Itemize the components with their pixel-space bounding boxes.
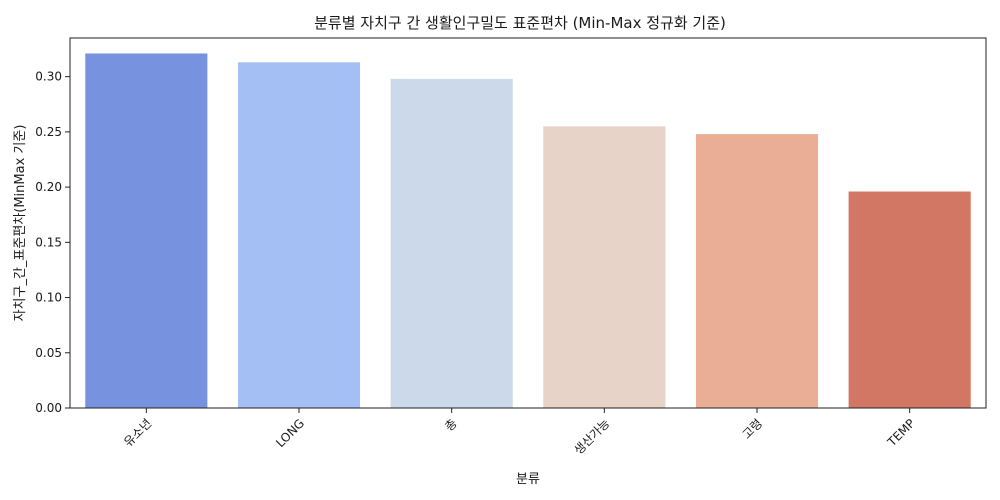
x-axis-ticks: 유소년 LONG 총 생산가능 고령 TEMP: [121, 408, 918, 457]
x-tick-label-3: 생산가능: [571, 416, 612, 457]
y-tick-label-1: 0.05: [35, 346, 62, 360]
bar-5: [848, 191, 971, 408]
bar-2: [390, 78, 513, 409]
x-tick-label-4: 고령: [740, 416, 766, 442]
y-tick-label-4: 0.20: [35, 180, 62, 194]
x-tick-label-2: 총: [442, 416, 460, 434]
bar-3: [543, 126, 666, 408]
chart-title: 분류별 자치구 간 생활인구밀도 표준편차 (Min-Max 정규화 기준): [314, 14, 726, 32]
y-tick-label-2: 0.10: [35, 291, 62, 305]
y-axis-ticks: 0.00 0.05 0.10 0.15 0.20 0.25 0.30: [35, 70, 70, 415]
y-tick-label-6: 0.30: [35, 70, 62, 84]
y-tick-label-3: 0.15: [35, 235, 62, 249]
bar-0: [85, 53, 208, 409]
bar-4: [695, 134, 819, 409]
plot-frame: [69, 37, 987, 409]
x-tick-label-0: 유소년: [121, 416, 154, 449]
x-tick-label-5: TEMP: [884, 416, 918, 450]
y-tick-label-0: 0.00: [35, 401, 62, 415]
bar-1: [237, 62, 361, 408]
x-axis-label: 분류: [516, 472, 540, 487]
x-tick-label-1: LONG: [273, 416, 307, 450]
y-axis-label: 자치구_간_표준편차(MinMax 기준): [13, 125, 28, 322]
y-tick-label-5: 0.25: [35, 125, 62, 139]
bars-group: [85, 53, 971, 409]
